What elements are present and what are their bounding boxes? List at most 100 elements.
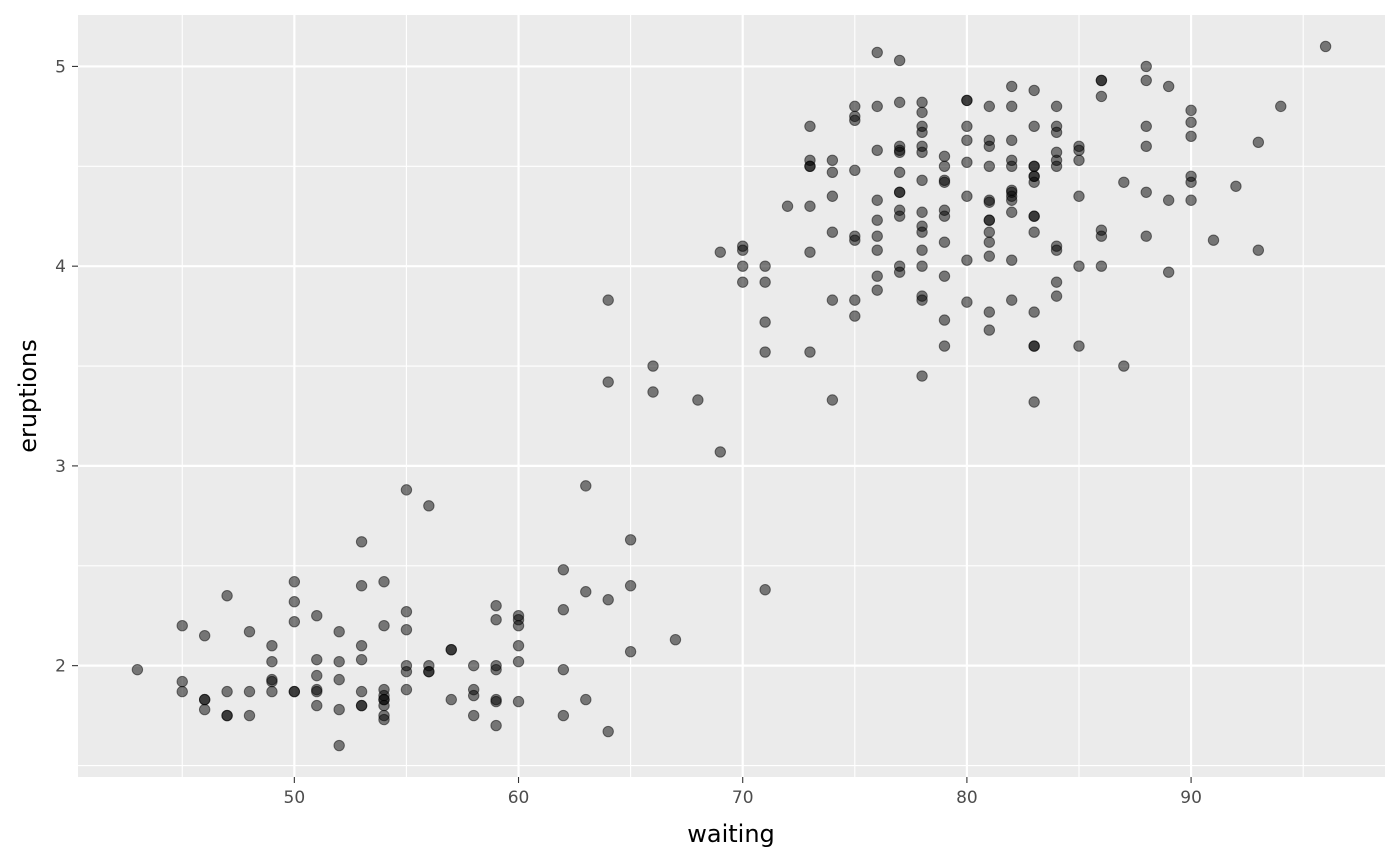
data-point: [1140, 120, 1152, 133]
data-point: [961, 296, 973, 308]
data-point: [1095, 74, 1108, 87]
data-point: [938, 340, 951, 352]
data-point: [759, 584, 771, 596]
data-point: [221, 590, 233, 602]
data-point: [423, 500, 435, 512]
data-point: [759, 346, 771, 358]
data-point: [311, 685, 323, 698]
data-point: [490, 719, 502, 732]
data-point: [804, 200, 816, 212]
data-point: [961, 94, 973, 107]
data-point: [961, 190, 973, 202]
data-point: [602, 294, 614, 306]
data-point: [938, 150, 951, 163]
data-point: [512, 695, 525, 708]
data-point: [355, 639, 368, 652]
data-point: [647, 386, 659, 398]
data-point: [467, 659, 480, 672]
data-point: [961, 134, 973, 147]
data-point: [580, 586, 592, 598]
data-point: [1006, 80, 1018, 93]
data-point: [1028, 340, 1040, 352]
data-point: [916, 226, 928, 238]
data-point: [737, 244, 749, 256]
data-point: [893, 266, 906, 278]
data-point: [826, 166, 839, 178]
data-point: [221, 685, 233, 698]
data-point: [871, 46, 883, 59]
data-point: [961, 254, 973, 266]
data-point: [983, 226, 996, 238]
data-point: [400, 484, 413, 496]
data-point: [916, 294, 928, 306]
data-point: [871, 194, 883, 206]
data-point: [580, 480, 592, 492]
data-point: [1050, 276, 1063, 288]
data-point: [1185, 116, 1197, 129]
data-point: [490, 695, 502, 708]
data-point: [288, 616, 301, 628]
data-point: [1073, 340, 1085, 352]
data-point: [1050, 290, 1063, 302]
data-point: [826, 394, 839, 406]
data-point: [849, 234, 861, 246]
data-point: [1319, 40, 1332, 53]
data-point: [311, 669, 323, 682]
data-point: [266, 685, 278, 698]
data-point: [938, 270, 951, 282]
data-point: [893, 210, 906, 222]
data-point: [557, 709, 570, 722]
x-tick-label: 90: [1180, 788, 1202, 808]
data-point: [961, 120, 973, 133]
data-point: [849, 114, 861, 127]
data-point: [1006, 100, 1018, 113]
data-point: [826, 294, 839, 306]
y-axis-title: eruptions: [14, 339, 42, 453]
data-point: [311, 610, 323, 622]
data-point: [1185, 194, 1197, 206]
data-point: [557, 663, 570, 676]
data-point: [400, 623, 413, 636]
data-point: [893, 166, 906, 178]
data-point: [512, 655, 525, 668]
data-point: [804, 120, 816, 133]
y-tick-label: 5: [55, 57, 66, 77]
data-point: [849, 294, 861, 306]
data-point: [1050, 100, 1063, 113]
data-point: [333, 703, 345, 716]
grid-lines: [78, 15, 1385, 777]
axes: 50 60 70 80 90 2 3 4 5: [55, 57, 1202, 808]
data-point: [1073, 154, 1085, 167]
data-point: [983, 100, 996, 113]
data-point: [288, 685, 301, 698]
data-point: [1095, 90, 1108, 103]
data-point: [916, 244, 928, 256]
data-point: [557, 604, 570, 616]
data-point: [804, 246, 816, 258]
data-point: [1006, 134, 1018, 147]
data-point: [849, 164, 861, 176]
data-point: [512, 619, 525, 632]
data-point: [871, 214, 883, 226]
y-tick-label: 2: [55, 657, 66, 677]
data-point: [916, 260, 928, 272]
data-point: [1028, 176, 1040, 188]
data-point: [467, 689, 480, 702]
data-point: [378, 693, 390, 706]
data-point: [1162, 194, 1175, 206]
data-point: [849, 100, 861, 113]
data-point: [198, 693, 211, 706]
data-point: [1140, 230, 1152, 242]
data-point: [759, 276, 771, 288]
x-tick-label: 80: [956, 788, 978, 808]
data-point: [826, 190, 839, 202]
data-point: [198, 703, 211, 716]
data-point: [1028, 226, 1040, 238]
data-point: [378, 619, 390, 632]
data-point: [938, 176, 951, 188]
data-point: [871, 244, 883, 256]
data-point: [1162, 80, 1175, 93]
data-point: [311, 653, 323, 666]
data-point: [938, 314, 951, 326]
